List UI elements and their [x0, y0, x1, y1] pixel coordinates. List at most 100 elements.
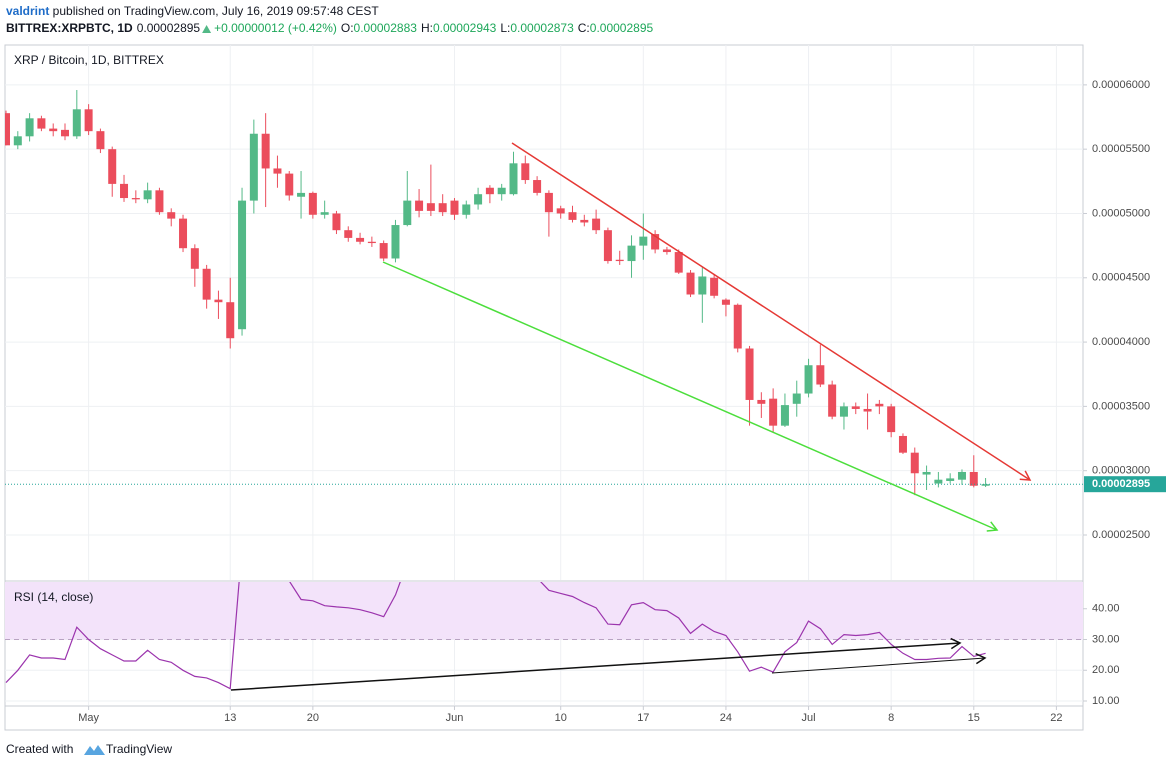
ohlc-label: L: [500, 21, 510, 35]
x-tick-label: Jun [446, 712, 464, 724]
candle-body [898, 435, 907, 453]
x-tick-label: 8 [888, 712, 894, 724]
candle-body [332, 213, 341, 231]
candle-body [851, 406, 860, 409]
candle-body [108, 149, 117, 184]
y-tick-label: 0.00002500 [1092, 529, 1150, 541]
candle-body [474, 194, 483, 205]
candle-body [403, 200, 412, 226]
candle-body [497, 187, 506, 195]
candle-body [249, 133, 258, 201]
y-tick-label: 20.00 [1092, 664, 1120, 676]
candle-body [603, 230, 612, 262]
candle-body [875, 403, 884, 407]
candle-body [780, 405, 789, 426]
candle-body [356, 237, 365, 242]
candle-body [485, 187, 494, 195]
candle-body [72, 109, 81, 137]
candle-body [721, 299, 730, 305]
candle-body [710, 277, 719, 296]
publisher: valdrint published on TradingView.com, J… [6, 4, 379, 18]
candle-body [686, 272, 695, 295]
candle-body [438, 203, 447, 213]
ohlc-label: O: [341, 21, 354, 35]
candle-body [662, 249, 671, 253]
candle-body [131, 198, 140, 200]
resistance-line [511, 142, 1032, 481]
quote: BITTREX:XRPBTC, 1D 0.00002895 [6, 21, 200, 35]
candle-body [61, 129, 70, 137]
candle-body [96, 131, 105, 150]
candle-body [863, 408, 872, 412]
candle-body [839, 406, 848, 417]
y-tick-label: 0.00004000 [1092, 336, 1150, 348]
y-tick-label: 0.00004500 [1092, 272, 1150, 284]
candle-body [120, 183, 129, 199]
price-grid [5, 45, 1083, 580]
candle-body [615, 259, 624, 262]
candle-body [804, 365, 813, 394]
y-tick-label: 0.00003000 [1092, 465, 1150, 477]
rsi-marks [5, 582, 1083, 690]
candle-body [733, 304, 742, 349]
x-tick-label: May [78, 712, 99, 724]
x-tick-label: 20 [307, 712, 319, 724]
candle-body [639, 236, 648, 246]
x-tick-label: 17 [637, 712, 649, 724]
symbol: BITTREX:XRPBTC, 1D [6, 21, 133, 35]
candle-body [344, 230, 353, 238]
candle-body [155, 190, 164, 213]
candle-body [674, 252, 683, 273]
candle-body [226, 302, 235, 339]
y-tick-label: 30.00 [1092, 633, 1120, 645]
candle-body [792, 393, 801, 404]
change: +0.00000012 (+0.42%) [214, 21, 337, 35]
candle-body [462, 204, 471, 215]
candle-body [533, 180, 542, 193]
last-price-tag [1084, 476, 1166, 493]
candle-body [167, 212, 176, 219]
candle-body [957, 471, 966, 480]
candle-body [556, 208, 565, 214]
candle-body [745, 348, 754, 400]
y-tick-label: 0.00005500 [1092, 143, 1150, 155]
candle-body [320, 212, 329, 215]
price: 0.00002895 [137, 21, 201, 35]
last-price-label: 0.00002895 [1092, 478, 1150, 490]
candle-body [934, 479, 943, 484]
candle-body [816, 365, 825, 385]
rsi-trend-line [230, 637, 962, 691]
price-title: XRP / Bitcoin, 1D, BITTREX [14, 53, 164, 67]
candle-body [922, 471, 931, 475]
candle-body [202, 268, 211, 300]
ohlc-label: C: [578, 21, 590, 35]
candle-body [238, 200, 247, 330]
candle-body [285, 173, 294, 196]
candle-body [5, 113, 10, 146]
x-tick-label: 24 [720, 712, 732, 724]
up-icon [202, 25, 212, 33]
candle-body [190, 248, 199, 269]
footer-brand: TradingView [106, 742, 172, 756]
candle-body [981, 484, 990, 486]
candle-body [580, 219, 589, 223]
rsi-title: RSI (14, close) [14, 590, 93, 604]
candle-body [49, 128, 58, 132]
rsi-line [5, 582, 986, 690]
x-tick-label: 10 [555, 712, 567, 724]
candle-body [592, 218, 601, 231]
drawings [230, 142, 1032, 691]
support-line [382, 261, 999, 532]
author: valdrint [6, 4, 49, 18]
x-tick-label: 22 [1050, 712, 1062, 724]
candle-body [544, 192, 553, 213]
quote-values: +0.00000012 (+0.42%) O:0.00002883 H:0.0000… [214, 21, 653, 35]
candle-body [651, 234, 660, 250]
candle-body [509, 163, 518, 195]
candle-body [273, 168, 282, 174]
candle-body [521, 163, 530, 181]
logo [84, 745, 105, 755]
candle-body [25, 118, 34, 137]
